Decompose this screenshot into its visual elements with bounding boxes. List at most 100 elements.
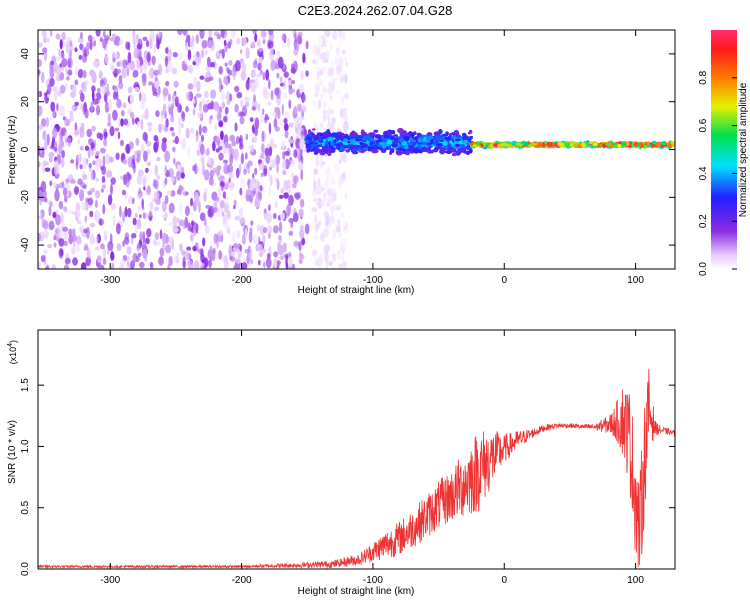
spectrogram-cell bbox=[91, 149, 94, 157]
snr-x-label: Height of straight line (km) bbox=[298, 586, 415, 597]
spectrogram-cell bbox=[260, 224, 265, 236]
spectrogram-cell bbox=[451, 148, 457, 153]
spectrogram-cell bbox=[269, 174, 273, 186]
spectrogram-cell bbox=[127, 173, 132, 181]
snr-x-tick-label: 100 bbox=[627, 575, 644, 586]
spectrogram-cell bbox=[326, 188, 333, 197]
spectrogram-cell bbox=[150, 261, 153, 268]
spectrogram-cell bbox=[319, 52, 325, 60]
snr-x-tick-label: 0 bbox=[501, 575, 507, 586]
spectrogram-cell bbox=[111, 262, 115, 269]
spectrogram-cell bbox=[344, 193, 348, 200]
spectrogram-cell bbox=[142, 174, 148, 185]
spectrogram-cell bbox=[120, 258, 126, 267]
spectrogram-cell bbox=[146, 161, 152, 166]
spectrogram-cell bbox=[335, 64, 341, 76]
spectrogram-cell bbox=[168, 49, 173, 58]
spectrogram-cell bbox=[253, 179, 260, 192]
spectrogram-cell bbox=[109, 126, 115, 137]
spectrogram-cell bbox=[221, 48, 225, 59]
spectrogram-cell bbox=[119, 205, 122, 218]
spectrogram-cell bbox=[315, 223, 320, 230]
spectrogram-cell bbox=[106, 170, 113, 179]
spectrogram-cell bbox=[182, 64, 188, 71]
spectrogram-cell bbox=[480, 143, 484, 148]
spectrogram-cell bbox=[154, 164, 158, 177]
spectrogram-cell bbox=[325, 252, 329, 264]
spectrogram-cell bbox=[249, 258, 254, 265]
spectrogram-cell bbox=[223, 255, 228, 265]
spectrogram-cell bbox=[298, 83, 305, 95]
spectrogram-cell bbox=[339, 142, 343, 146]
snr-panel: -300 -200 -100 0 100 0.0 0.5 1.0 1.5 Height of … bbox=[7, 329, 676, 597]
spectrogram-cell bbox=[258, 259, 261, 266]
spectrogram-cell bbox=[187, 222, 191, 232]
spectrogram-cell bbox=[329, 215, 335, 225]
spectrogram-cell bbox=[314, 58, 320, 65]
spectrogram-cell bbox=[248, 79, 252, 84]
spectrogram-cell bbox=[207, 208, 212, 218]
spectrogram-cell bbox=[55, 33, 61, 40]
spectrogram-cell bbox=[155, 110, 160, 118]
colorbar-ticks: 0.0 0.2 0.4 0.6 0.8 bbox=[698, 70, 737, 276]
spectrogram-cell bbox=[339, 109, 344, 118]
spectrogram-cell bbox=[396, 136, 404, 139]
spectrogram-cell bbox=[168, 236, 174, 245]
spectrogram-cell bbox=[290, 67, 296, 74]
spectrogram-cell bbox=[263, 226, 268, 234]
spectrogram-cell bbox=[154, 232, 159, 240]
spectrogram-cell bbox=[262, 108, 265, 115]
spectrogram-cell bbox=[141, 73, 147, 82]
spectrogram-cell bbox=[75, 65, 78, 76]
spectrogram-cell bbox=[49, 180, 53, 187]
spectrogram-cell bbox=[305, 70, 309, 77]
spectrogram-cell bbox=[59, 39, 63, 50]
spectrogram-cell bbox=[178, 202, 183, 215]
spectrogram-y-label: Frequency (Hz) bbox=[7, 116, 18, 185]
spectrogram-cell bbox=[192, 245, 197, 252]
spectrogram-cell bbox=[338, 232, 342, 237]
spectrogram-cell bbox=[408, 131, 413, 135]
spectrogram-cell bbox=[307, 138, 314, 141]
colorbar-tick-label: 0.0 bbox=[698, 262, 709, 276]
spectrogram-cell bbox=[157, 31, 162, 39]
snr-x-axis: -300 -200 -100 0 100 bbox=[100, 330, 644, 586]
spectrogram-cell bbox=[149, 67, 155, 79]
spectrogram-cell bbox=[330, 140, 334, 146]
spectrogram-cell bbox=[278, 56, 284, 69]
spectrogram-cell bbox=[129, 93, 135, 105]
spectrogram-cell bbox=[165, 80, 170, 87]
spectrogram-cell bbox=[426, 142, 432, 146]
spectrogram-cell bbox=[229, 153, 234, 166]
spectrogram-cell bbox=[330, 265, 336, 269]
spectrogram-cell bbox=[416, 132, 422, 136]
spectrogram-cell bbox=[185, 105, 189, 113]
spectrogram-cell bbox=[244, 228, 248, 240]
spectrogram-cell bbox=[313, 124, 320, 135]
spectrogram-cell bbox=[261, 159, 265, 172]
spectrogram-cell bbox=[247, 169, 251, 175]
spectrogram-cell bbox=[89, 234, 96, 245]
spectrogram-cell bbox=[52, 127, 58, 139]
spectrogram-cell bbox=[161, 214, 167, 219]
spectrogram-cell bbox=[231, 140, 237, 147]
spectrogram-cell bbox=[168, 202, 175, 214]
spectrogram-y-tick-label: 40 bbox=[20, 48, 31, 60]
spectrogram-cell bbox=[60, 52, 65, 59]
spectrogram-cell bbox=[88, 162, 92, 169]
spectrogram-cell bbox=[375, 134, 380, 139]
spectrogram-cell bbox=[86, 42, 91, 51]
spectrogram-cell bbox=[252, 60, 258, 69]
spectrogram-cell bbox=[130, 236, 134, 246]
spectrogram-cell bbox=[71, 245, 76, 256]
spectrogram-cell bbox=[55, 85, 59, 97]
spectrogram-cell bbox=[127, 207, 132, 218]
spectrogram-cell bbox=[207, 102, 214, 110]
spectrogram-cell bbox=[101, 176, 106, 183]
spectrogram-cell bbox=[273, 251, 279, 258]
spectrogram-cell bbox=[309, 146, 313, 149]
spectrogram-cell bbox=[339, 75, 344, 84]
spectrogram-cell bbox=[82, 174, 88, 180]
spectrogram-cell bbox=[298, 151, 301, 164]
